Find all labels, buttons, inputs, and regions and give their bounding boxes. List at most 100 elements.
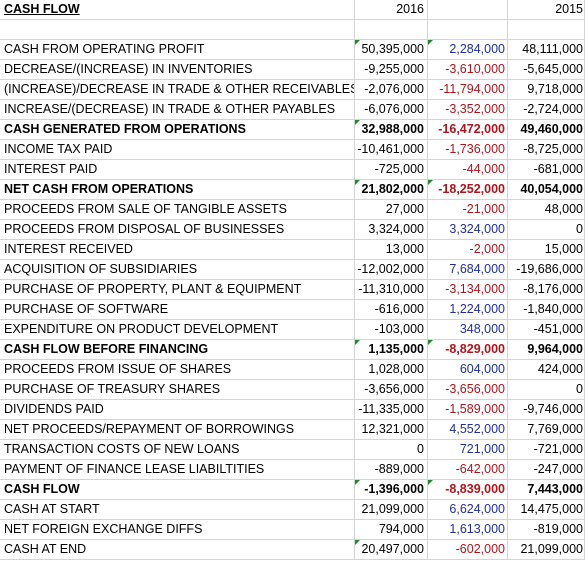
value-2016-cell[interactable]: 20,497,000	[355, 540, 428, 560]
difference-cell[interactable]: 721,000	[428, 440, 508, 460]
value-2015-cell[interactable]: -681,000	[508, 160, 585, 180]
value-2015-cell[interactable]: 48,111,000	[508, 40, 585, 60]
value-2015-cell[interactable]: 14,475,000	[508, 500, 585, 520]
row-label-cell[interactable]: PROCEEDS FROM DISPOSAL OF BUSINESSES	[0, 220, 355, 240]
row-label-cell[interactable]: PURCHASE OF PROPERTY, PLANT & EQUIPMENT	[0, 280, 355, 300]
row-label-cell[interactable]: DIVIDENDS PAID	[0, 400, 355, 420]
value-2016-cell[interactable]: 794,000	[355, 520, 428, 540]
row-label-cell[interactable]: NET CASH FROM OPERATIONS	[0, 180, 355, 200]
column-header-2016[interactable]: 2016	[355, 0, 428, 20]
row-label-cell[interactable]: CASH FROM OPERATING PROFIT	[0, 40, 355, 60]
difference-cell[interactable]: 1,613,000	[428, 520, 508, 540]
value-2015-cell[interactable]: 9,718,000	[508, 80, 585, 100]
row-label-cell[interactable]: CASH AT START	[0, 500, 355, 520]
difference-cell[interactable]: 6,624,000	[428, 500, 508, 520]
difference-cell[interactable]: -11,794,000	[428, 80, 508, 100]
value-2016-cell[interactable]: 50,395,000	[355, 40, 428, 60]
sheet-title[interactable]: CASH FLOW	[0, 0, 355, 20]
difference-cell[interactable]: 348,000	[428, 320, 508, 340]
empty-cell[interactable]	[0, 20, 355, 40]
difference-cell[interactable]: 4,552,000	[428, 420, 508, 440]
value-2016-cell[interactable]: -3,656,000	[355, 380, 428, 400]
value-2015-cell[interactable]: -721,000	[508, 440, 585, 460]
value-2015-cell[interactable]: 48,000	[508, 200, 585, 220]
value-2016-cell[interactable]: 12,321,000	[355, 420, 428, 440]
difference-cell[interactable]: 604,000	[428, 360, 508, 380]
difference-cell[interactable]: -44,000	[428, 160, 508, 180]
value-2016-cell[interactable]: 1,135,000	[355, 340, 428, 360]
value-2015-cell[interactable]: 424,000	[508, 360, 585, 380]
value-2015-cell[interactable]: -2,724,000	[508, 100, 585, 120]
value-2016-cell[interactable]: -10,461,000	[355, 140, 428, 160]
row-label-cell[interactable]: INCREASE/(DECREASE) IN TRADE & OTHER PAY…	[0, 100, 355, 120]
difference-cell[interactable]: -1,589,000	[428, 400, 508, 420]
value-2016-cell[interactable]: 13,000	[355, 240, 428, 260]
value-2016-cell[interactable]: 3,324,000	[355, 220, 428, 240]
value-2016-cell[interactable]: -9,255,000	[355, 60, 428, 80]
difference-cell[interactable]: -3,134,000	[428, 280, 508, 300]
difference-cell[interactable]: 7,684,000	[428, 260, 508, 280]
value-2016-cell[interactable]: 32,988,000	[355, 120, 428, 140]
value-2016-cell[interactable]: 1,028,000	[355, 360, 428, 380]
value-2015-cell[interactable]: -8,725,000	[508, 140, 585, 160]
value-2015-cell[interactable]: 0	[508, 380, 585, 400]
value-2015-cell[interactable]: 7,769,000	[508, 420, 585, 440]
value-2015-cell[interactable]: 9,964,000	[508, 340, 585, 360]
empty-cell[interactable]	[428, 20, 508, 40]
row-label-cell[interactable]: NET FOREIGN EXCHANGE DIFFS	[0, 520, 355, 540]
difference-cell[interactable]: -3,352,000	[428, 100, 508, 120]
value-2016-cell[interactable]: -616,000	[355, 300, 428, 320]
row-label-cell[interactable]: PAYMENT OF FINANCE LEASE LIABILTITIES	[0, 460, 355, 480]
value-2016-cell[interactable]: -11,335,000	[355, 400, 428, 420]
value-2016-cell[interactable]: -103,000	[355, 320, 428, 340]
value-2015-cell[interactable]: -1,840,000	[508, 300, 585, 320]
value-2015-cell[interactable]: -8,176,000	[508, 280, 585, 300]
difference-cell[interactable]: -8,829,000	[428, 340, 508, 360]
value-2015-cell[interactable]: 15,000	[508, 240, 585, 260]
difference-cell[interactable]: -16,472,000	[428, 120, 508, 140]
value-2016-cell[interactable]: -889,000	[355, 460, 428, 480]
row-label-cell[interactable]: NET PROCEEDS/REPAYMENT OF BORROWINGS	[0, 420, 355, 440]
column-header-2015[interactable]: 2015	[508, 0, 585, 20]
difference-cell[interactable]: 2,284,000	[428, 40, 508, 60]
row-label-cell[interactable]: INCOME TAX PAID	[0, 140, 355, 160]
difference-cell[interactable]: -3,656,000	[428, 380, 508, 400]
value-2016-cell[interactable]: -1,396,000	[355, 480, 428, 500]
value-2016-cell[interactable]: 0	[355, 440, 428, 460]
value-2016-cell[interactable]: -6,076,000	[355, 100, 428, 120]
row-label-cell[interactable]: INTEREST PAID	[0, 160, 355, 180]
column-header-difference[interactable]	[428, 0, 508, 20]
difference-cell[interactable]: -21,000	[428, 200, 508, 220]
value-2015-cell[interactable]: -247,000	[508, 460, 585, 480]
value-2015-cell[interactable]: -451,000	[508, 320, 585, 340]
difference-cell[interactable]: -18,252,000	[428, 180, 508, 200]
value-2016-cell[interactable]: -725,000	[355, 160, 428, 180]
difference-cell[interactable]: -8,839,000	[428, 480, 508, 500]
row-label-cell[interactable]: DECREASE/(INCREASE) IN INVENTORIES	[0, 60, 355, 80]
empty-cell[interactable]	[508, 20, 585, 40]
empty-cell[interactable]	[355, 20, 428, 40]
value-2015-cell[interactable]: -5,645,000	[508, 60, 585, 80]
row-label-cell[interactable]: TRANSACTION COSTS OF NEW LOANS	[0, 440, 355, 460]
row-label-cell[interactable]: (INCREASE)/DECREASE IN TRADE & OTHER REC…	[0, 80, 355, 100]
difference-cell[interactable]: 3,324,000	[428, 220, 508, 240]
row-label-cell[interactable]: PROCEEDS FROM SALE OF TANGIBLE ASSETS	[0, 200, 355, 220]
row-label-cell[interactable]: ACQUISITION OF SUBSIDIARIES	[0, 260, 355, 280]
value-2016-cell[interactable]: 27,000	[355, 200, 428, 220]
value-2016-cell[interactable]: 21,099,000	[355, 500, 428, 520]
value-2015-cell[interactable]: -819,000	[508, 520, 585, 540]
value-2015-cell[interactable]: 7,443,000	[508, 480, 585, 500]
difference-cell[interactable]: -3,610,000	[428, 60, 508, 80]
value-2016-cell[interactable]: -12,002,000	[355, 260, 428, 280]
difference-cell[interactable]: 1,224,000	[428, 300, 508, 320]
value-2015-cell[interactable]: 49,460,000	[508, 120, 585, 140]
value-2015-cell[interactable]: -9,746,000	[508, 400, 585, 420]
value-2016-cell[interactable]: -2,076,000	[355, 80, 428, 100]
row-label-cell[interactable]: CASH GENERATED FROM OPERATIONS	[0, 120, 355, 140]
row-label-cell[interactable]: EXPENDITURE ON PRODUCT DEVELOPMENT	[0, 320, 355, 340]
value-2016-cell[interactable]: -11,310,000	[355, 280, 428, 300]
difference-cell[interactable]: -642,000	[428, 460, 508, 480]
row-label-cell[interactable]: CASH FLOW	[0, 480, 355, 500]
value-2015-cell[interactable]: 0	[508, 220, 585, 240]
difference-cell[interactable]: -2,000	[428, 240, 508, 260]
